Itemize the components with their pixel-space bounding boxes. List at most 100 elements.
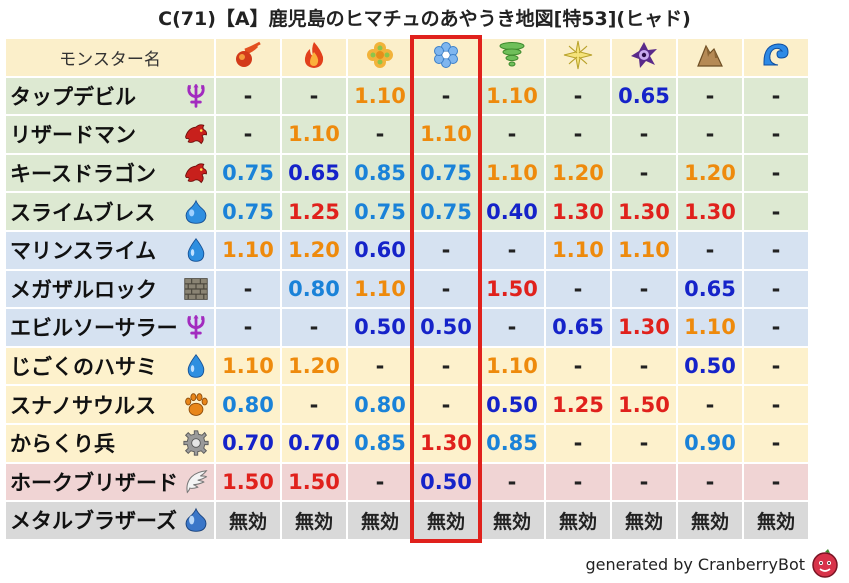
resistance-value: - (612, 154, 676, 192)
monster-name: メガザルロック (10, 277, 157, 302)
resistance-value: 1.50 (612, 386, 676, 423)
resistance-value: - (216, 77, 280, 115)
resistance-value: 1.30 (612, 193, 676, 230)
resistance-value: 1.10 (348, 77, 412, 115)
resistance-value: - (546, 77, 610, 115)
monster-name-cell: スナノサウルス (6, 386, 214, 423)
resistance-value: - (546, 116, 610, 153)
resistance-value: 0.65 (612, 77, 676, 115)
monster-name: じごくのハサミ (10, 355, 157, 380)
resistance-value: 0.50 (678, 347, 742, 385)
resistance-value: 1.10 (612, 231, 676, 269)
table-row: ホークブリザード 1.50 1.50-0.50- - - - - (6, 463, 808, 501)
resistance-value: 1.10 (282, 116, 346, 153)
resistance-value: 無効 (414, 502, 478, 539)
brick-wall-icon (182, 275, 210, 303)
water-wave-icon (744, 39, 808, 76)
resistance-value: 1.30 (612, 309, 676, 346)
paw-print-icon (182, 391, 210, 419)
resistance-value: 1.20 (282, 231, 346, 269)
resistance-value: - (612, 116, 676, 153)
table-row: スライムブレス 0.75 1.25 0.75 0.75 0.40 1.30 1.30 1.30- (6, 193, 808, 230)
resistance-value: - (480, 231, 544, 269)
resistance-value: - (612, 463, 676, 501)
monster-name-cell: からくり兵 (6, 424, 214, 462)
resistance-value: 0.90 (678, 424, 742, 462)
monster-name-cell: マリンスライム (6, 231, 214, 269)
resistance-value: 1.25 (546, 386, 610, 423)
resistance-value: 無効 (282, 502, 346, 539)
resistance-value: 1.25 (282, 193, 346, 230)
monster-name: タップデビル (10, 84, 136, 109)
page-title: C(71)【A】鹿児島のヒマチュのあやうき地図[特53](ヒャド) (158, 8, 691, 30)
resistance-value: - (414, 77, 478, 115)
resistance-value: - (744, 116, 808, 153)
resistance-table: モンスター名 タップデビル - -1.10-1.10-0.65- - リザードマン -1.… (4, 37, 810, 541)
footer-credit: generated by CranberryBot (585, 555, 805, 574)
resistance-value: - (612, 347, 676, 385)
resistance-value: 1.10 (480, 347, 544, 385)
resistance-value: 0.65 (282, 154, 346, 192)
resistance-value: 0.85 (348, 424, 412, 462)
monster-name: スナノサウルス (10, 393, 156, 418)
resistance-value: 1.10 (216, 231, 280, 269)
resistance-value: 0.80 (348, 386, 412, 423)
resistance-value: 無効 (546, 502, 610, 539)
resistance-value: 0.65 (678, 270, 742, 308)
red-dragon-icon (182, 120, 210, 148)
resistance-value: - (744, 424, 808, 462)
ice-crystal-icon (414, 39, 478, 76)
cranberry-bot-icon (810, 548, 840, 578)
resistance-value: - (414, 270, 478, 308)
table-row: キースドラゴン 0.75 0.65 0.85 0.75 1.10 1.20-1.20- (6, 154, 808, 192)
resistance-value: - (678, 77, 742, 115)
tornado-icon (480, 39, 544, 76)
resistance-value: - (348, 463, 412, 501)
resistance-value: - (414, 347, 478, 385)
monster-name-cell: じごくのハサミ (6, 347, 214, 385)
resistance-value: 0.75 (216, 193, 280, 230)
resistance-value: - (546, 347, 610, 385)
table-row: じごくのハサミ 1.10 1.20- -1.10- -0.50- (6, 347, 808, 385)
resistance-value: 0.60 (348, 231, 412, 269)
resistance-value: 無効 (216, 502, 280, 539)
resistance-value: 0.50 (414, 463, 478, 501)
resistance-value: - (744, 77, 808, 115)
resistance-value: - (612, 270, 676, 308)
monster-name: エビルソーサラー (10, 316, 178, 341)
resistance-value: - (480, 463, 544, 501)
resistance-value: 0.85 (348, 154, 412, 192)
monster-name: キースドラゴン (10, 162, 156, 187)
resistance-value: - (216, 309, 280, 346)
resistance-value: - (348, 116, 412, 153)
resistance-value: 0.80 (282, 270, 346, 308)
monster-name: リザードマン (10, 123, 136, 148)
resistance-value: - (678, 116, 742, 153)
header-row: モンスター名 (6, 39, 808, 76)
monster-name-cell: メガザルロック (6, 270, 214, 308)
resistance-value: 0.75 (348, 193, 412, 230)
resistance-value: - (414, 386, 478, 423)
resistance-value: 1.10 (414, 116, 478, 153)
resistance-value: 無効 (480, 502, 544, 539)
resistance-value: 0.80 (216, 386, 280, 423)
dark-vortex-icon (612, 39, 676, 76)
resistance-value: - (744, 231, 808, 269)
resistance-value: - (744, 193, 808, 230)
resistance-value: 0.85 (480, 424, 544, 462)
wing-icon (182, 468, 210, 496)
devil-trident-icon (182, 313, 210, 341)
resistance-value: 0.50 (348, 309, 412, 346)
resistance-value: 1.30 (678, 193, 742, 230)
resistance-value: 0.40 (480, 193, 544, 230)
monster-name-header: モンスター名 (6, 39, 214, 76)
resistance-value: - (744, 154, 808, 192)
water-drop-icon (182, 352, 210, 380)
table-row: からくり兵 0.70 0.70 0.85 1.30 0.85- -0.90- (6, 424, 808, 462)
resistance-value: 0.75 (414, 193, 478, 230)
resistance-value: 0.70 (282, 424, 346, 462)
resistance-value: 1.50 (216, 463, 280, 501)
rock-icon (678, 39, 742, 76)
resistance-value: - (414, 231, 478, 269)
resistance-value: 1.30 (546, 193, 610, 230)
